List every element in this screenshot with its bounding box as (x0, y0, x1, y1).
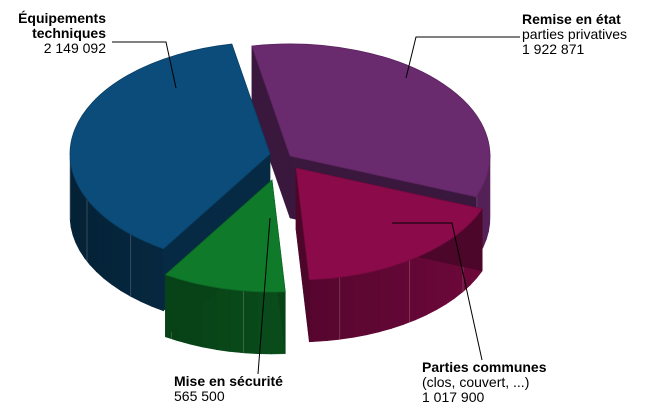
slice-mise-en-s-curit (164, 179, 286, 293)
value-mise: 565 500 (174, 388, 225, 404)
slice-wall-segment (308, 279, 313, 343)
slice-wall-segment (151, 243, 164, 312)
label-parties-communes: Parties communes (clos, couvert, ...) 1 … (422, 360, 547, 405)
slice-wall-segment (72, 172, 77, 243)
label-equipements-techniques: Équipements techniques 2 149 092 (0, 11, 106, 56)
slice-wall-segment (352, 272, 367, 338)
leader-line (112, 41, 177, 89)
slice-wall-segment (130, 233, 142, 303)
slice-wall-segment (391, 261, 405, 329)
slice-wall-segment (111, 222, 122, 292)
leader-lines (112, 36, 520, 375)
leader-line (405, 36, 520, 79)
slice-wall-segment (140, 239, 153, 307)
pie-tops (69, 43, 491, 293)
slice-wall-segment (257, 291, 272, 355)
slice-wall-segment (414, 252, 427, 321)
value-equipements: 2 149 092 (43, 40, 106, 56)
slice-wall-segment (215, 287, 231, 352)
label-equipements-line1: Équipements (18, 10, 106, 26)
label-parties-title: Parties communes (422, 359, 547, 375)
leader-line (392, 222, 483, 361)
slice-wall-segment (120, 228, 131, 297)
slice-wall-segment (89, 201, 97, 273)
value-parties: 1 017 900 (422, 389, 485, 405)
slice-wall-segment (486, 169, 489, 240)
slice-wall-segment (96, 208, 105, 279)
slice-wall-segment (482, 177, 487, 248)
label-mise-en-securite: Mise en sécurité 565 500 (174, 374, 283, 404)
slice-wall-segment (229, 289, 244, 354)
label-parties-sub: (clos, couvert, ...) (422, 374, 530, 390)
slice-wall-segment (75, 180, 80, 251)
label-remise-sub: parties privatives (522, 26, 628, 42)
label-equipements-line2: techniques (32, 25, 106, 41)
value-remise: 1 922 871 (522, 41, 585, 57)
slice-remise-en-tat (251, 43, 491, 198)
slice-wall-segment (79, 187, 85, 259)
label-remise-en-etat: Remise en état parties privatives 1 922 … (522, 12, 627, 57)
slice-wall-segment (311, 278, 327, 342)
label-mise-title: Mise en sécurité (174, 373, 283, 389)
slice-wall-segment (325, 276, 340, 342)
slice-wall-segment (339, 274, 354, 340)
label-remise-title: Remise en état (522, 11, 621, 27)
slice-wall-segment (366, 269, 380, 336)
slice-wall-segment (103, 215, 113, 286)
slice-parties-communes (295, 167, 483, 281)
slice-quipements-techniques (69, 43, 271, 250)
slice-wall-segment (243, 290, 258, 355)
slice-wall-segment (378, 265, 393, 333)
leader-line (257, 217, 271, 375)
